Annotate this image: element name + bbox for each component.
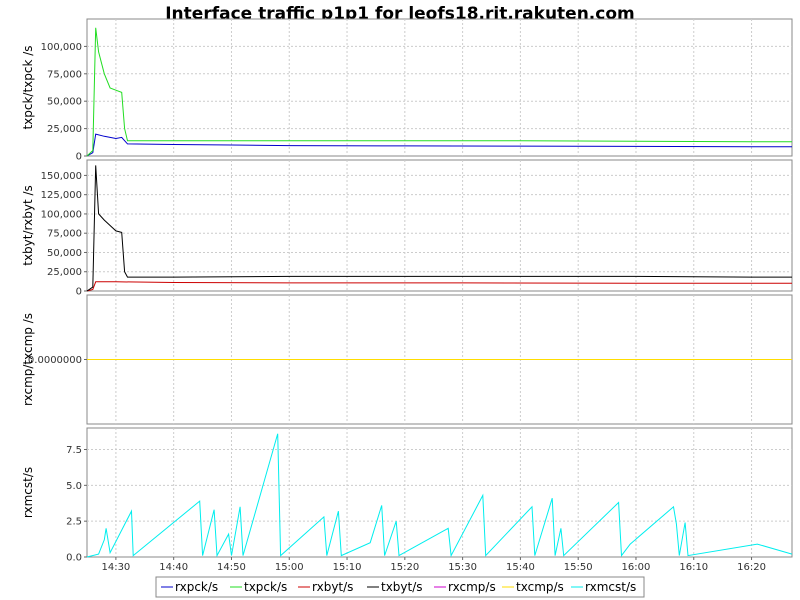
series-line-rxmcsts (86, 433, 793, 558)
x-tick-label: 15:00 (275, 562, 304, 573)
y-tick-label: 100,000 (41, 42, 82, 53)
legend-label: txcmp/s (516, 580, 564, 594)
y-tick-label: 75,000 (47, 69, 82, 80)
y-tick-label: 25,000 (47, 267, 82, 278)
y-tick-label: 0 (76, 152, 82, 163)
y-tick-label: 100,000 (41, 209, 82, 220)
legend-frame (155, 576, 645, 598)
x-tick-label: 15:10 (333, 562, 362, 573)
y-tick-label: 50,000 (47, 97, 82, 108)
y-tick-label: 5.0 (66, 481, 82, 492)
x-tick-label: 15:40 (506, 562, 535, 573)
y-axis-label: rxmcst/s (21, 467, 35, 518)
y-tick-label: 0.0000000 (28, 355, 82, 366)
x-tick-label: 16:00 (622, 562, 651, 573)
legend-label: rxpck/s (175, 580, 218, 594)
legend-label: rxbyt/s (312, 580, 353, 594)
y-tick-label: 75,000 (47, 229, 82, 240)
y-tick-label: 50,000 (47, 248, 82, 259)
x-tick-label: 14:50 (217, 562, 246, 573)
legend-label: rxmcst/s (585, 580, 636, 594)
series-line-rxbyts (86, 281, 792, 292)
panel-4: 0.0 2.5 5.0 7.5 rxmcst/s (21, 427, 793, 564)
y-tick-label: 0.0 (66, 553, 82, 564)
panel-frame (86, 18, 793, 157)
series-line-txbyts (86, 165, 792, 292)
y-tick-label: 2.5 (66, 517, 82, 528)
legend-label: txbyt/s (381, 580, 423, 594)
legend-label: rxcmp/s (448, 580, 496, 594)
panel-1: 0 25,000 50,000 75,000 100,000 txpck/txpck /s (21, 18, 793, 163)
x-tick-label: 15:20 (390, 562, 419, 573)
y-tick-label: 125,000 (41, 190, 82, 201)
y-tick-label: 150,000 (41, 171, 82, 182)
y-tick-label: 7.5 (66, 445, 82, 456)
x-tick-label: 14:40 (159, 562, 188, 573)
x-tick-label: 15:50 (564, 562, 593, 573)
y-axis-label: rxcmp/txcmp /s (21, 313, 35, 406)
series-line-txpcks (86, 27, 792, 157)
legend-label: txpck/s (244, 580, 287, 594)
panel-2: 0 25,000 50,000 75,000 100,000 125,000 150,000… (21, 159, 793, 298)
x-tick-label: 16:10 (679, 562, 708, 573)
y-tick-label: 0 (76, 287, 82, 298)
x-tick-label: 16:20 (737, 562, 766, 573)
y-axis-label: txpck/txpck /s (21, 45, 35, 129)
series-line-rxpcks (86, 133, 792, 157)
x-tick-label: 14:30 (101, 562, 130, 573)
y-axis-label: txbyt/rxbyt /s (21, 185, 35, 266)
y-tick-label: 25,000 (47, 124, 82, 135)
x-tick-label: 15:30 (448, 562, 477, 573)
panel-frame (86, 159, 793, 292)
